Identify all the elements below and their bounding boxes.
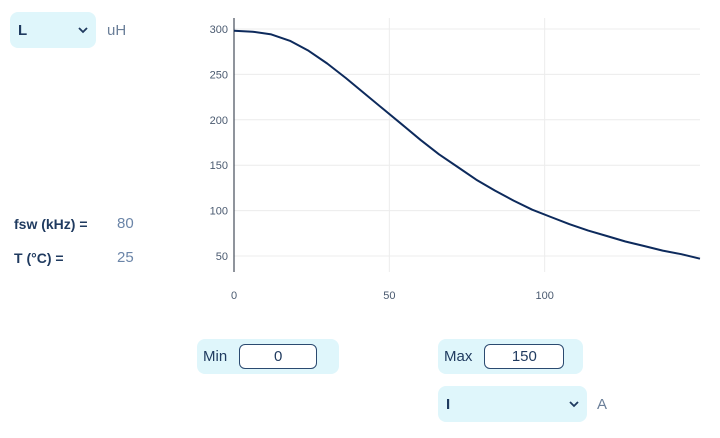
chart-grid	[234, 18, 700, 272]
y-axis-ticks: 300 250 200 150 100 50	[210, 24, 228, 263]
x-tick-label: 50	[383, 290, 395, 302]
min-range-group: Min 0	[197, 339, 339, 374]
y-axis-quantity-select[interactable]: L	[10, 12, 96, 48]
x-axis-quantity-value: I	[446, 395, 451, 413]
max-range-group: Max 150	[438, 339, 583, 374]
y-tick-label: 300	[210, 24, 228, 36]
x-axis-unit: A	[597, 396, 608, 413]
y-tick-label: 200	[210, 115, 228, 127]
fsw-label: fsw (kHz) =	[14, 216, 88, 232]
y-tick-label: 50	[216, 251, 228, 263]
series-line	[233, 29, 701, 260]
temperature-value: 25	[117, 249, 134, 266]
y-tick-label: 250	[210, 69, 228, 81]
x-axis-quantity-select[interactable]: I	[438, 386, 587, 422]
inductance-chart: 300 250 200 150 100 50 0 50 100	[210, 18, 701, 302]
y-axis-unit: uH	[107, 22, 127, 39]
x-axis-ticks: 0 50 100	[231, 290, 554, 302]
min-label: Min	[203, 348, 228, 365]
max-label: Max	[444, 348, 473, 365]
fsw-value: 80	[117, 215, 134, 232]
chart-series	[233, 29, 701, 260]
temperature-label: T (°C) =	[14, 250, 64, 266]
min-input[interactable]: 0	[239, 344, 318, 369]
x-tick-label: 0	[231, 290, 237, 302]
x-tick-label: 100	[535, 290, 553, 302]
chevron-down-icon	[78, 27, 88, 34]
max-input[interactable]: 150	[484, 344, 565, 369]
chevron-down-icon	[569, 401, 579, 408]
y-tick-label: 100	[210, 206, 228, 218]
y-axis-quantity-value: L	[18, 21, 28, 39]
y-tick-label: 150	[210, 160, 228, 172]
